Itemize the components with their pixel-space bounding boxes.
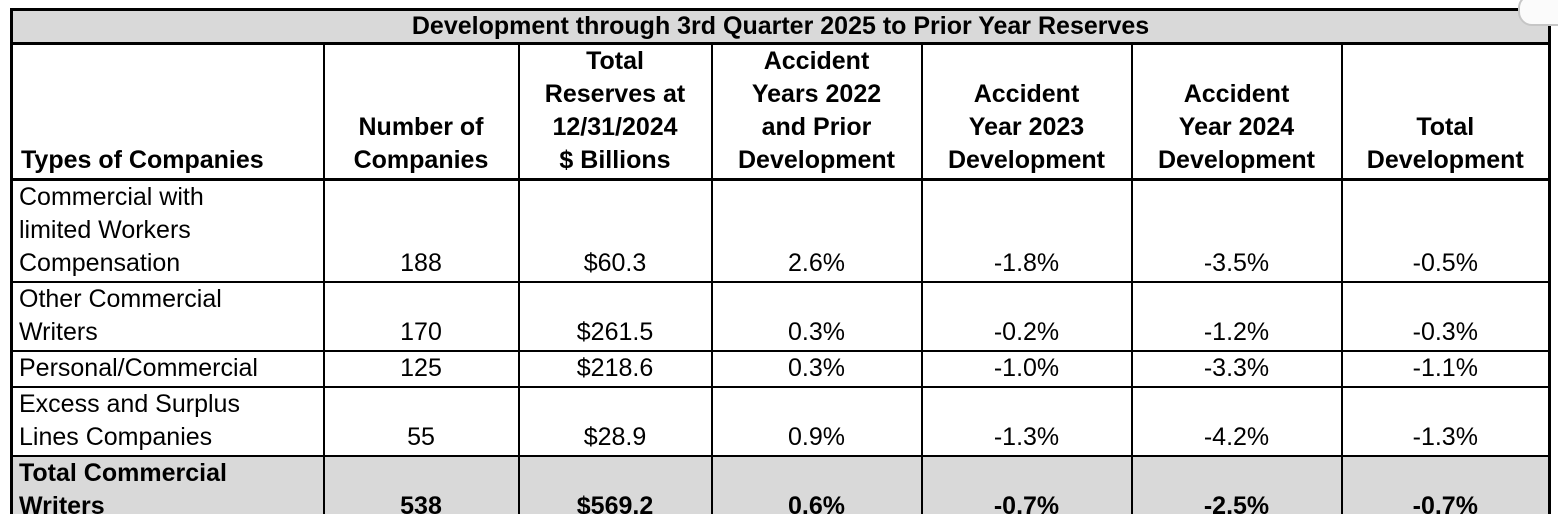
reserves-development-table: Development through 3rd Quarter 2025 to … xyxy=(10,8,1552,514)
cell-ay2022-prior-development: 0.3% xyxy=(710,281,923,352)
column-header-total-development: Total Development xyxy=(1340,42,1551,181)
cell-ay2022-prior-development: 0.6% xyxy=(710,455,923,514)
table-row-total-commercial-writers: Total Commercial Writers 538 $569.2 0.6%… xyxy=(10,455,1551,514)
cell-ay2023-development: -1.8% xyxy=(920,178,1133,283)
cell-company-type: Excess and Surplus Lines Companies xyxy=(10,386,325,457)
cell-company-type: Commercial with limited Workers Compensa… xyxy=(10,178,325,283)
cell-company-type: Total Commercial Writers xyxy=(10,455,325,514)
cell-total-reserves: $218.6 xyxy=(517,350,713,388)
cell-company-type: Other Commercial Writers xyxy=(10,281,325,352)
cell-total-development: -0.3% xyxy=(1340,281,1551,352)
cell-ay2022-prior-development: 0.9% xyxy=(710,386,923,457)
column-header-types-of-companies: Types of Companies xyxy=(10,42,325,181)
cell-ay2024-development: -3.3% xyxy=(1130,350,1343,388)
cell-total-reserves: $569.2 xyxy=(517,455,713,514)
cell-ay2024-development: -2.5% xyxy=(1130,455,1343,514)
cell-ay2024-development: -1.2% xyxy=(1130,281,1343,352)
cell-number-of-companies: 55 xyxy=(322,386,520,457)
cell-total-development: -0.7% xyxy=(1340,455,1551,514)
cell-ay2023-development: -1.0% xyxy=(920,350,1133,388)
table-row-personal-commercial: Personal/Commercial 125 $218.6 0.3% -1.0… xyxy=(10,350,1551,388)
column-header-ay2023-development: Accident Year 2023 Development xyxy=(920,42,1133,181)
cell-number-of-companies: 125 xyxy=(322,350,520,388)
table-title: Development through 3rd Quarter 2025 to … xyxy=(10,8,1551,45)
cell-total-development: -1.3% xyxy=(1340,386,1551,457)
table-row-commercial-limited-wc: Commercial with limited Workers Compensa… xyxy=(10,178,1551,283)
cell-ay2024-development: -3.5% xyxy=(1130,178,1343,283)
column-header-ay2024-development: Accident Year 2024 Development xyxy=(1130,42,1343,181)
cell-ay2023-development: -0.7% xyxy=(920,455,1133,514)
column-header-number-of-companies: Number of Companies xyxy=(322,42,520,181)
cell-company-type: Personal/Commercial xyxy=(10,350,325,388)
cell-ay2022-prior-development: 2.6% xyxy=(710,178,923,283)
cell-total-reserves: $28.9 xyxy=(517,386,713,457)
cell-total-development: -1.1% xyxy=(1340,350,1551,388)
table-title-row: Development through 3rd Quarter 2025 to … xyxy=(10,8,1551,45)
table-row-excess-surplus-lines: Excess and Surplus Lines Companies 55 $2… xyxy=(10,386,1551,457)
column-header-ay2022-prior-development: Accident Years 2022 and Prior Developmen… xyxy=(710,42,923,181)
cell-ay2024-development: -4.2% xyxy=(1130,386,1343,457)
cell-number-of-companies: 538 xyxy=(322,455,520,514)
cell-ay2023-development: -1.3% xyxy=(920,386,1133,457)
column-header-total-reserves: Total Reserves at 12/31/2024 $ Billions xyxy=(517,42,713,181)
window-corner-artifact xyxy=(1518,0,1558,26)
table-row-other-commercial-writers: Other Commercial Writers 170 $261.5 0.3%… xyxy=(10,281,1551,352)
cell-total-development: -0.5% xyxy=(1340,178,1551,283)
table-header-row: Types of Companies Number of Companies T… xyxy=(10,42,1551,181)
cell-ay2022-prior-development: 0.3% xyxy=(710,350,923,388)
cell-total-reserves: $60.3 xyxy=(517,178,713,283)
cell-number-of-companies: 188 xyxy=(322,178,520,283)
cell-total-reserves: $261.5 xyxy=(517,281,713,352)
cell-number-of-companies: 170 xyxy=(322,281,520,352)
cell-ay2023-development: -0.2% xyxy=(920,281,1133,352)
